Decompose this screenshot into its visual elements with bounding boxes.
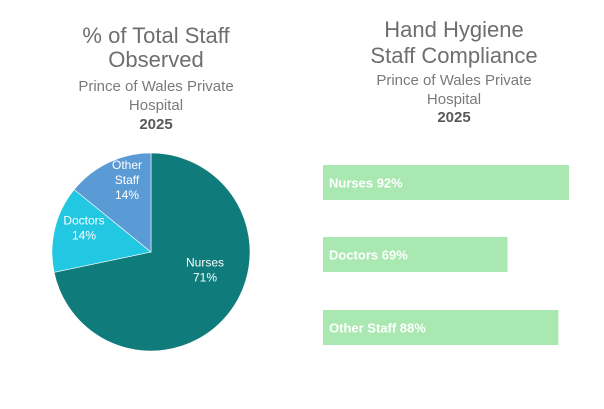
compliance-chart: Hand Hygiene Staff Compliance Prince of … <box>304 0 604 409</box>
bar-doctors <box>323 237 508 272</box>
pie-slice-doctors <box>51 189 152 273</box>
bar-other-staff <box>323 310 559 345</box>
pie-label-other-staff: Other Staff 14% <box>112 158 142 202</box>
bar-title-line1: Hand Hygiene <box>384 17 524 42</box>
bar-subtitle-line1: Prince of Wales Private <box>376 72 532 89</box>
pie-title-line1: % of Total Staff <box>82 23 230 48</box>
pie-chart: Nurses 71% Doctors 14% Other Staff 14% <box>51 152 251 352</box>
bar-year: 2025 <box>437 109 471 126</box>
bar-label-nurses: Nurses 92% <box>329 176 403 191</box>
bar-nurses <box>323 165 569 200</box>
bar-label-doctors: Doctors 69% <box>329 248 408 263</box>
bar-subtitle-line2: Hospital <box>426 91 482 108</box>
pie-title-line2: Observed <box>108 47 204 72</box>
pie-slice-nurses <box>53 152 251 352</box>
staff-observed-chart: % of Total Staff Observed Prince of Wale… <box>51 24 251 352</box>
pie-year: 2025 <box>139 116 173 133</box>
pie-slice-other-staff <box>73 152 152 253</box>
bar-title-line2: Staff Compliance <box>370 43 538 68</box>
pie-label-doctors: Doctors 14% <box>63 214 104 243</box>
pie-label-nurses: Nurses 71% <box>186 256 224 285</box>
bar-label-other-staff: Other Staff 88% <box>329 321 426 336</box>
pie-subtitle-line2: Hospital <box>128 97 184 114</box>
bar-chart: Nurses 92% Doctors 69% Other Staff 88% <box>323 165 569 345</box>
pie-subtitle-line1: Prince of Wales Private <box>78 78 234 95</box>
